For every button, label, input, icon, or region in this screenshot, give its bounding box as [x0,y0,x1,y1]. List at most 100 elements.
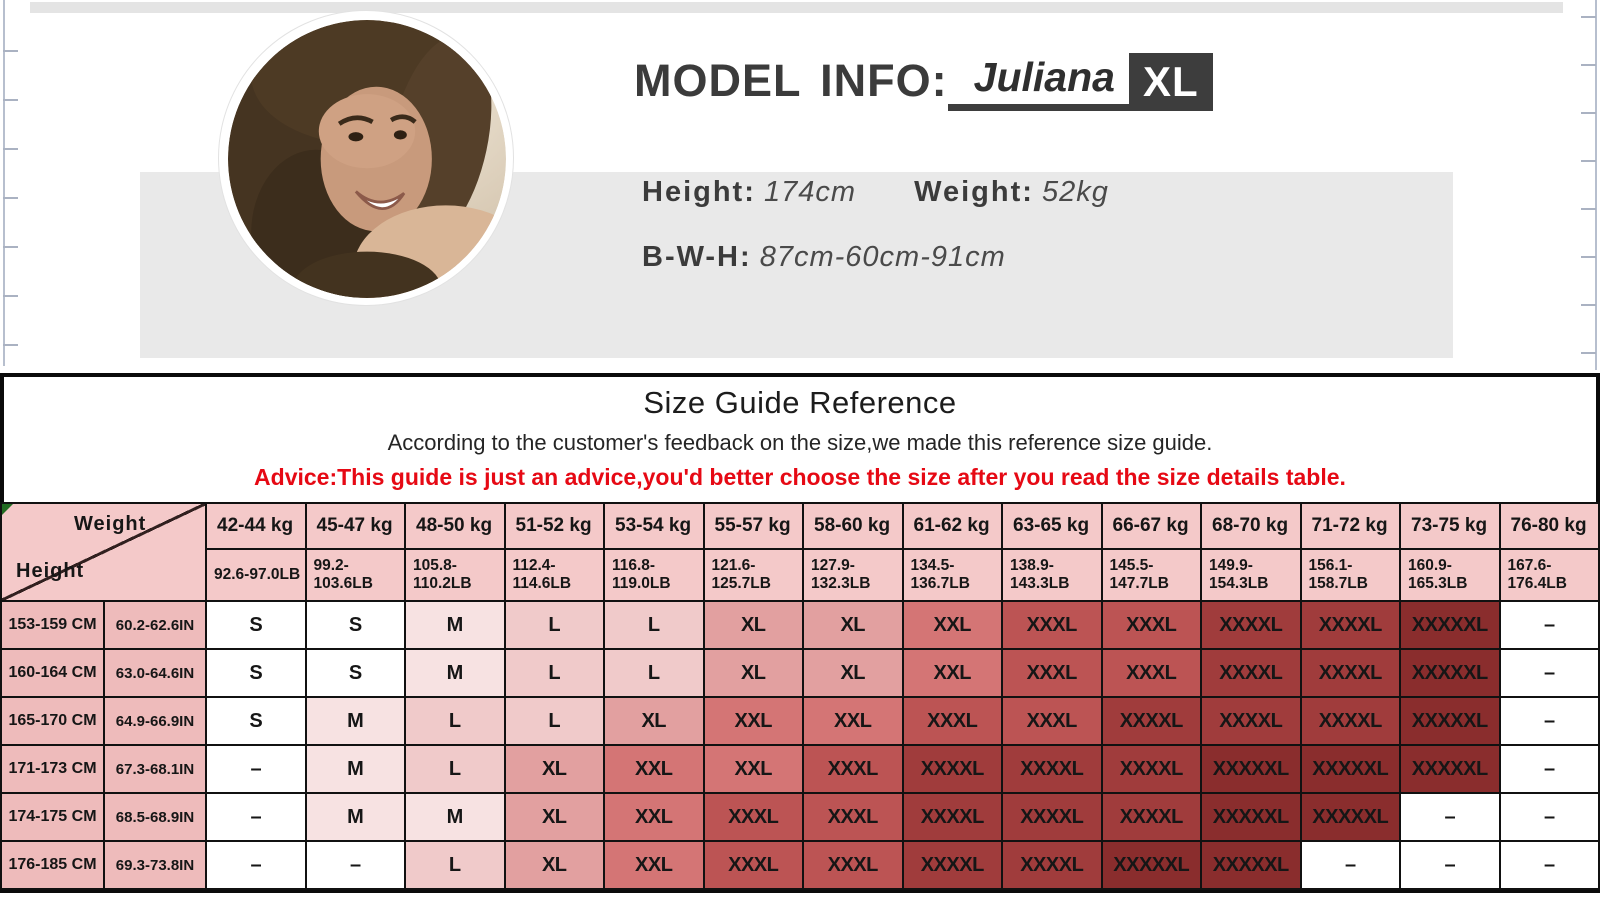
size-cell: XXXXL [1200,696,1302,746]
weight-lb-header-cell: 167.6- 176.4LB [1498,548,1600,602]
right-ruler-line [1595,0,1597,370]
size-cell: XXL [802,696,904,746]
size-cell: S [205,600,307,650]
size-cell: XXXL [702,840,804,890]
weight-value: 52kg [1041,176,1109,208]
size-cell: XXXXL [1299,648,1401,698]
right-ruler-tick [1581,64,1596,66]
size-cell: XXXXL [901,840,1003,890]
height-in-cell: 64.9-66.9IN [103,696,207,746]
size-table-row: 174-175 CM 68.5-68.9IN – M M XL XXL XXXL XXXL XXX… [0,792,1600,842]
size-cell-empty: – [1399,792,1501,842]
model-photo-graphic [228,20,506,298]
size-cell: XXXL [901,696,1003,746]
size-cell: XXXXXL [1299,744,1401,794]
size-cell: XXXXL [1299,696,1401,746]
weight-kg-header-cell: 55-57 kg [702,502,804,550]
size-guide-title: Size Guide Reference [643,385,957,420]
size-cell: M [304,696,406,746]
size-cell: XXXL [802,792,904,842]
weight-height-corner-cell: Weight Height [0,502,207,602]
size-cell: XL [503,744,605,794]
right-ruler-tick [1581,16,1596,18]
weight-kg-header-cell: 42-44 kg [205,502,307,550]
size-cell-empty: – [1498,648,1600,698]
size-cell: XL [702,648,804,698]
height-label: Height: [642,176,756,208]
weight-lb-header-cell: 145.5- 147.7LB [1100,548,1202,602]
height-cm-cell: 160-164 CM [0,648,105,698]
size-cell: XXXXXL [1399,696,1501,746]
size-table-row: 160-164 CM 63.0-64.6IN S S M L L XL XL XXL XXXL XXX… [0,648,1600,698]
size-cell: XXXXXL [1200,792,1302,842]
size-cell: XXXXL [1100,744,1202,794]
size-guide-subtitle: According to the customer's feedback on … [387,430,1213,455]
size-cell: XXXL [802,744,904,794]
model-name: Juliana [947,50,1129,111]
size-cell: M [404,792,506,842]
weight-kg-header-cell: 45-47 kg [304,502,406,550]
size-cell: XXXXXL [1399,600,1501,650]
size-cell: XXXXL [1200,648,1302,698]
weight-kg-header-cell: 61-62 kg [901,502,1003,550]
size-cell: XXXL [1001,648,1103,698]
weight-lb-header-cell: 156.1- 158.7LB [1299,548,1401,602]
weight-kg-header-cell: 73-75 kg [1399,502,1501,550]
weight-label: Weight: [914,176,1034,208]
size-cell: XXXXXL [1399,744,1501,794]
right-ruler-tick [1581,304,1596,306]
weight-lb-header-cell: 99.2- 103.6LB [304,548,406,602]
model-info-heading: MODEL INFO: Juliana XL [634,50,1213,111]
size-cell: XXXXXL [1299,792,1401,842]
size-cell: L [603,648,705,698]
weight-lb-header-cell: 127.9- 132.3LB [802,548,904,602]
weight-kg-header-cell: 63-65 kg [1001,502,1103,550]
bwh-label: B-W-H: [642,241,752,273]
size-table-grid: Weight Height 42-44 kg 45-47 kg 48-50 kg 51-5… [0,502,1600,890]
size-cell: XXXXL [1100,696,1202,746]
model-height-weight-line: Height: 174cm Weight: 52kg [642,176,1109,209]
weight-lb-header-cell: 105.8- 110.2LB [404,548,506,602]
height-cm-cell: 153-159 CM [0,600,105,650]
size-cell-empty: – [1498,744,1600,794]
right-ruler-tick [1581,208,1596,210]
size-table-row: 165-170 CM 64.9-66.9IN S M L L XL XXL XXL XXXL XXX… [0,696,1600,746]
height-value: 174cm [763,176,856,208]
size-cell: XXXXL [1001,744,1103,794]
size-cell: XXL [702,744,804,794]
size-cell: XXXXXL [1399,648,1501,698]
corner-diagonal-line [3,505,204,599]
size-cell: L [404,840,506,890]
size-cell: XXXXL [901,792,1003,842]
size-cell: XXXXL [1001,840,1103,890]
left-ruler-tick [3,197,18,199]
right-ruler-tick [1581,256,1596,258]
weight-lb-header-cell: 112.4- 114.6LB [503,548,605,602]
size-cell-empty: – [1498,600,1600,650]
weight-lb-header-cell: 116.8- 119.0LB [603,548,705,602]
height-in-cell: 63.0-64.6IN [103,648,207,698]
left-ruler-tick [3,99,18,101]
size-cell: S [205,696,307,746]
size-cell-empty: – [1498,840,1600,890]
left-ruler-tick [3,50,18,52]
size-table-row: 153-159 CM 60.2-62.6IN S S M L L XL XL XXL XXXL XXX… [0,600,1600,650]
size-cell: M [404,600,506,650]
size-cell: XXXL [1100,600,1202,650]
size-cell-empty: – [205,840,307,890]
weight-kg-header-cell: 58-60 kg [802,502,904,550]
size-cell: XL [503,792,605,842]
height-cm-cell: 174-175 CM [0,792,105,842]
top-gray-bar [30,2,1563,13]
size-cell: M [304,744,406,794]
size-cell-empty: – [1498,696,1600,746]
model-photo [218,10,514,306]
weight-lb-header-cell: 92.6-97.0LB [205,548,307,602]
weight-lb-header-cell: 121.6- 125.7LB [702,548,804,602]
size-cell: L [503,600,605,650]
bwh-value: 87cm-60cm-91cm [759,241,1006,273]
size-cell: M [304,792,406,842]
size-cell: XXXXXL [1200,744,1302,794]
green-corner-marker [3,505,13,515]
